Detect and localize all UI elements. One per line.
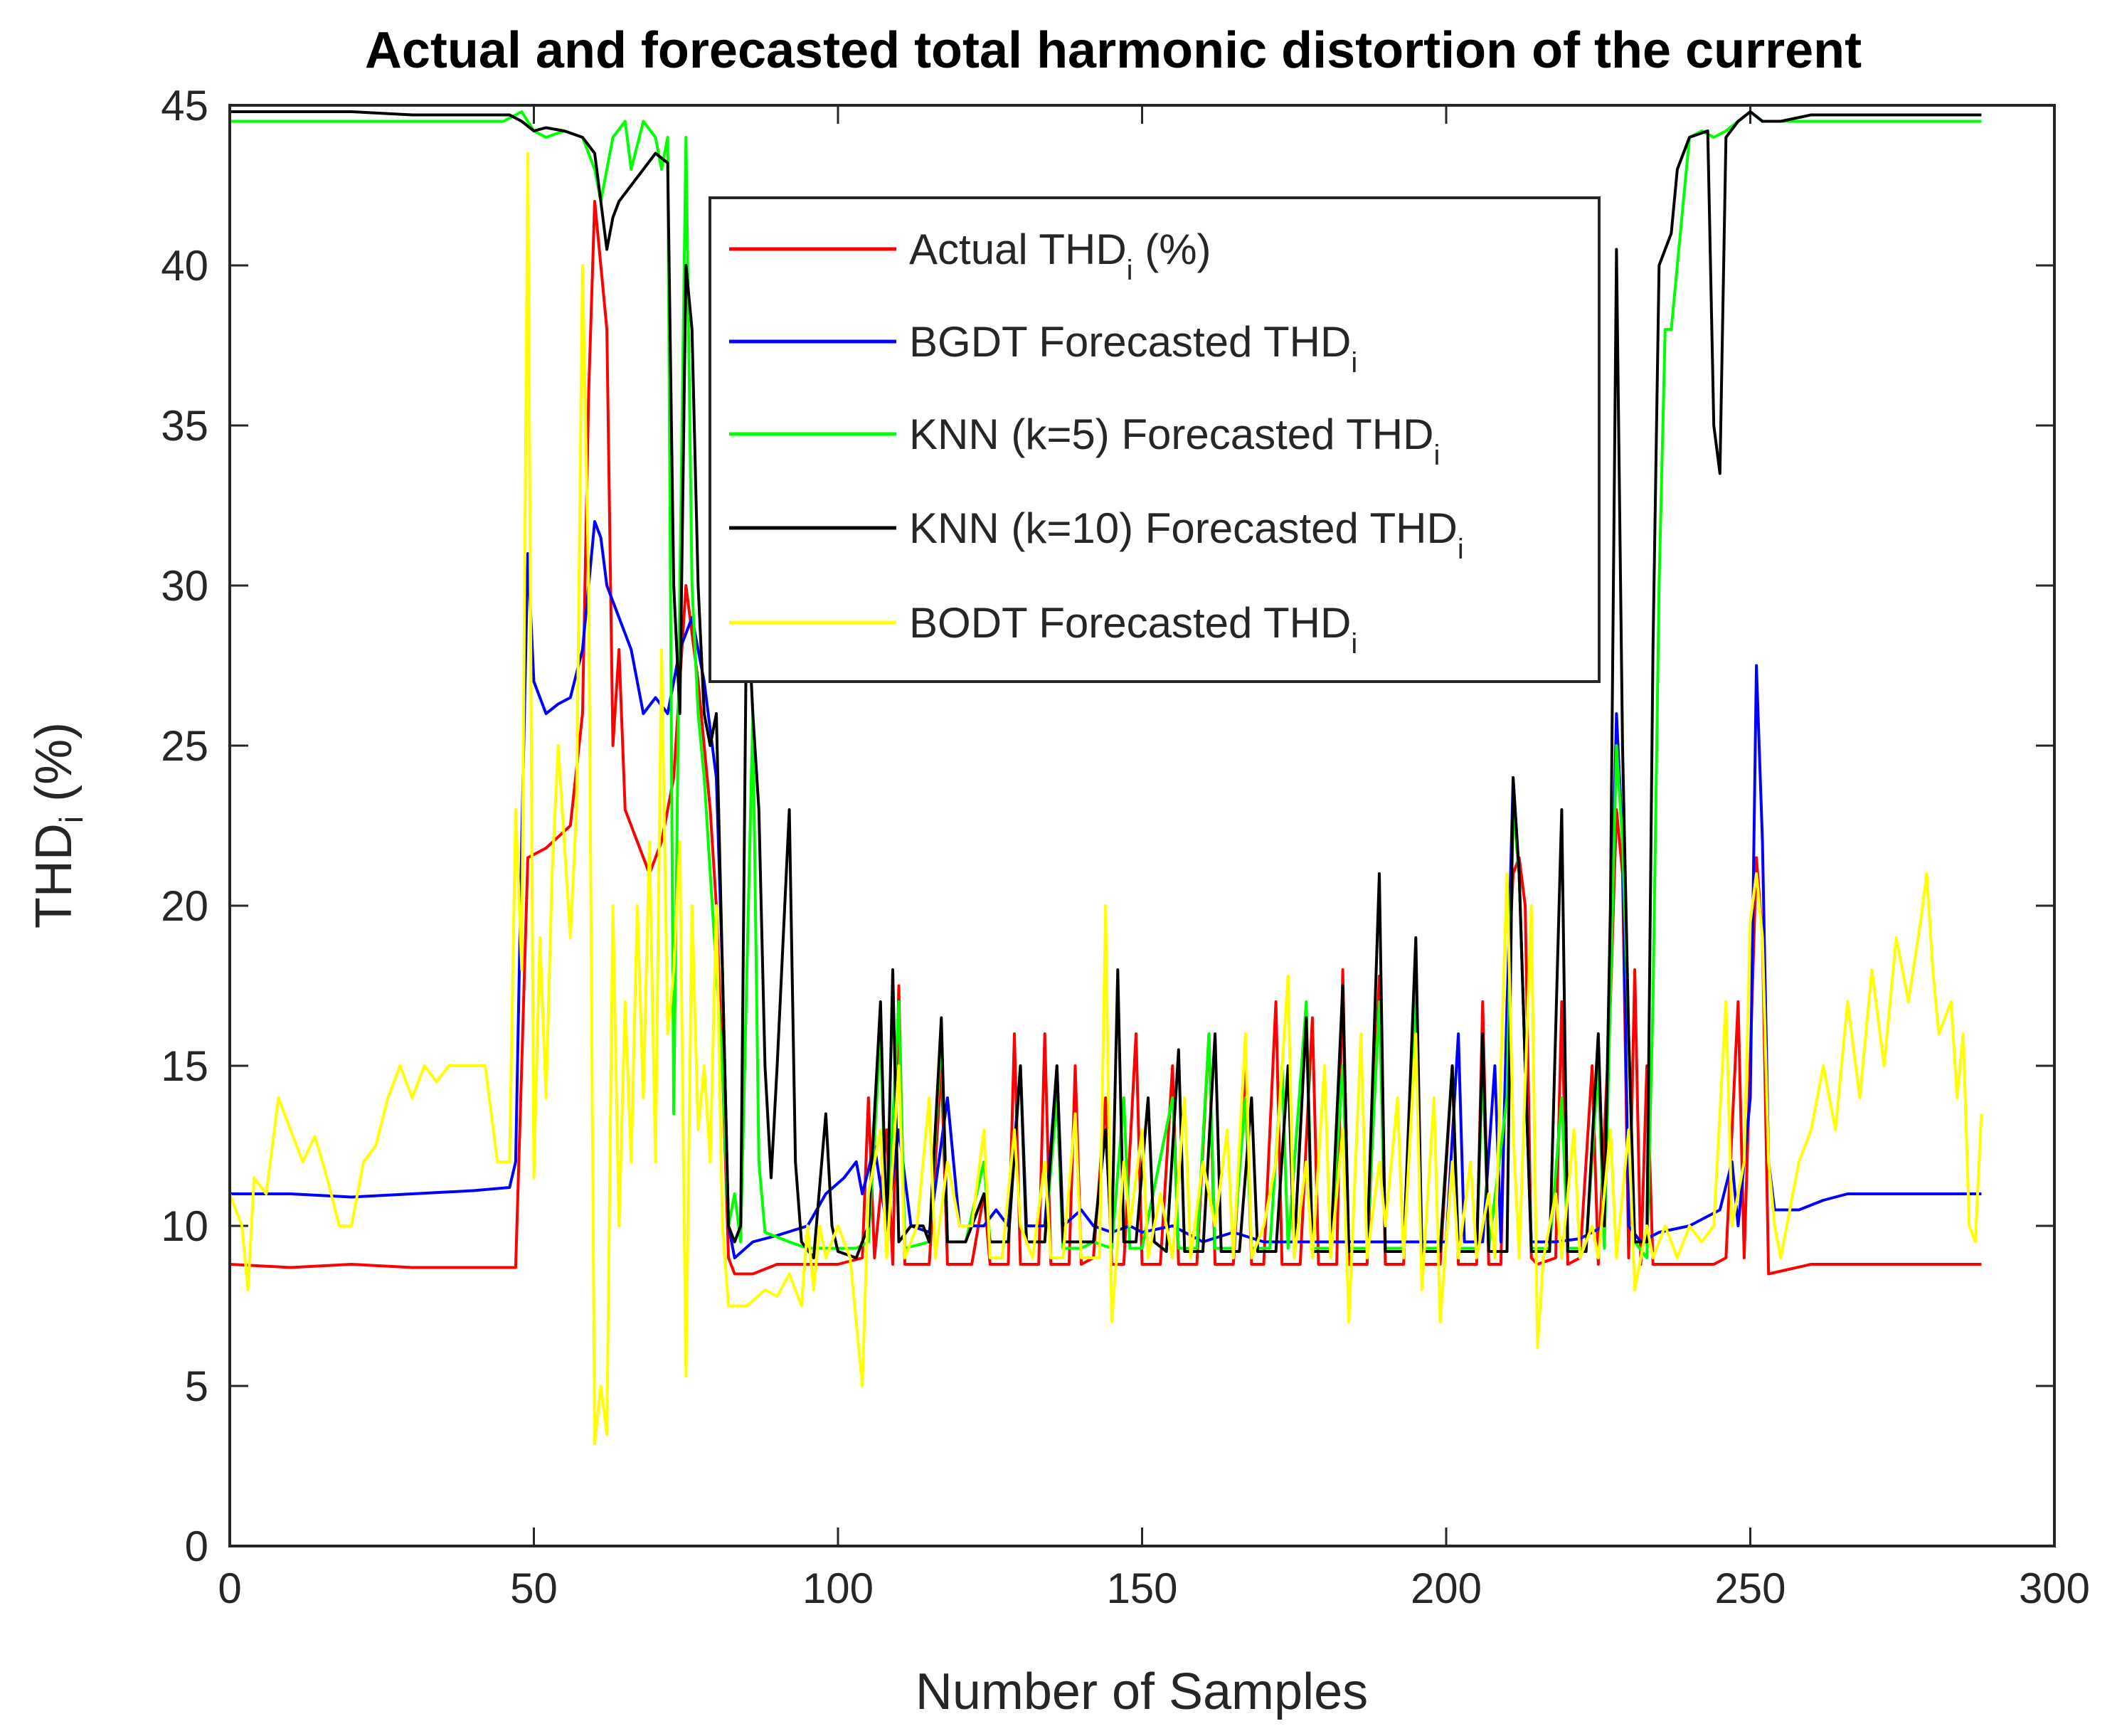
y-tick-label: 5 [185,1362,208,1410]
y-axis-label: THDi (%) [26,722,90,928]
chart-title: Actual and forecasted total harmonic dis… [365,22,1862,79]
plot-frame [228,104,2056,1547]
x-tick-label: 50 [510,1565,558,1612]
x-tick-label: 300 [2019,1565,2090,1612]
x-tick-label: 100 [802,1565,874,1612]
y-tick-label: 35 [161,402,208,450]
y-tick-label: 10 [161,1202,208,1250]
y-tick-label: 45 [161,82,208,129]
y-tick-label: 40 [161,242,208,290]
y-tick-label: 20 [161,882,208,930]
legend-box [709,196,1601,683]
series-line-3 [230,110,1982,1259]
tick-labels: 0 50 100 150 200 250 300 0 5 10 15 20 25 30 35 40 45 [161,82,2090,1612]
x-tick-label: 200 [1411,1565,1482,1612]
y-tick-label: 25 [161,722,208,770]
x-tick-label: 0 [218,1565,241,1612]
x-tick-label: 150 [1106,1565,1177,1612]
legend-label-4: KNN (k=10) Forecasted THDi [909,504,1464,565]
x-axis-label: Number of Samples [916,1663,1368,1720]
legend-label-5: BODT Forecasted THDi [909,599,1357,660]
series-line-5 [230,152,1983,1445]
series-lines [230,110,1983,1445]
y-tick-label: 30 [161,562,208,610]
legend-label-1: Actual THDi (%) [909,226,1211,286]
y-tick-label: 15 [161,1042,208,1090]
x-tick-label: 250 [1714,1565,1786,1612]
legend-label-3: KNN (k=5) Forecasted THDi [909,411,1440,471]
legend-label-2: BGDT Forecasted THDi [909,318,1357,379]
y-tick-label: 0 [185,1523,208,1570]
legend: Actual THDi (%) BGDT Forecasted THDi KNN (… [709,196,1601,683]
